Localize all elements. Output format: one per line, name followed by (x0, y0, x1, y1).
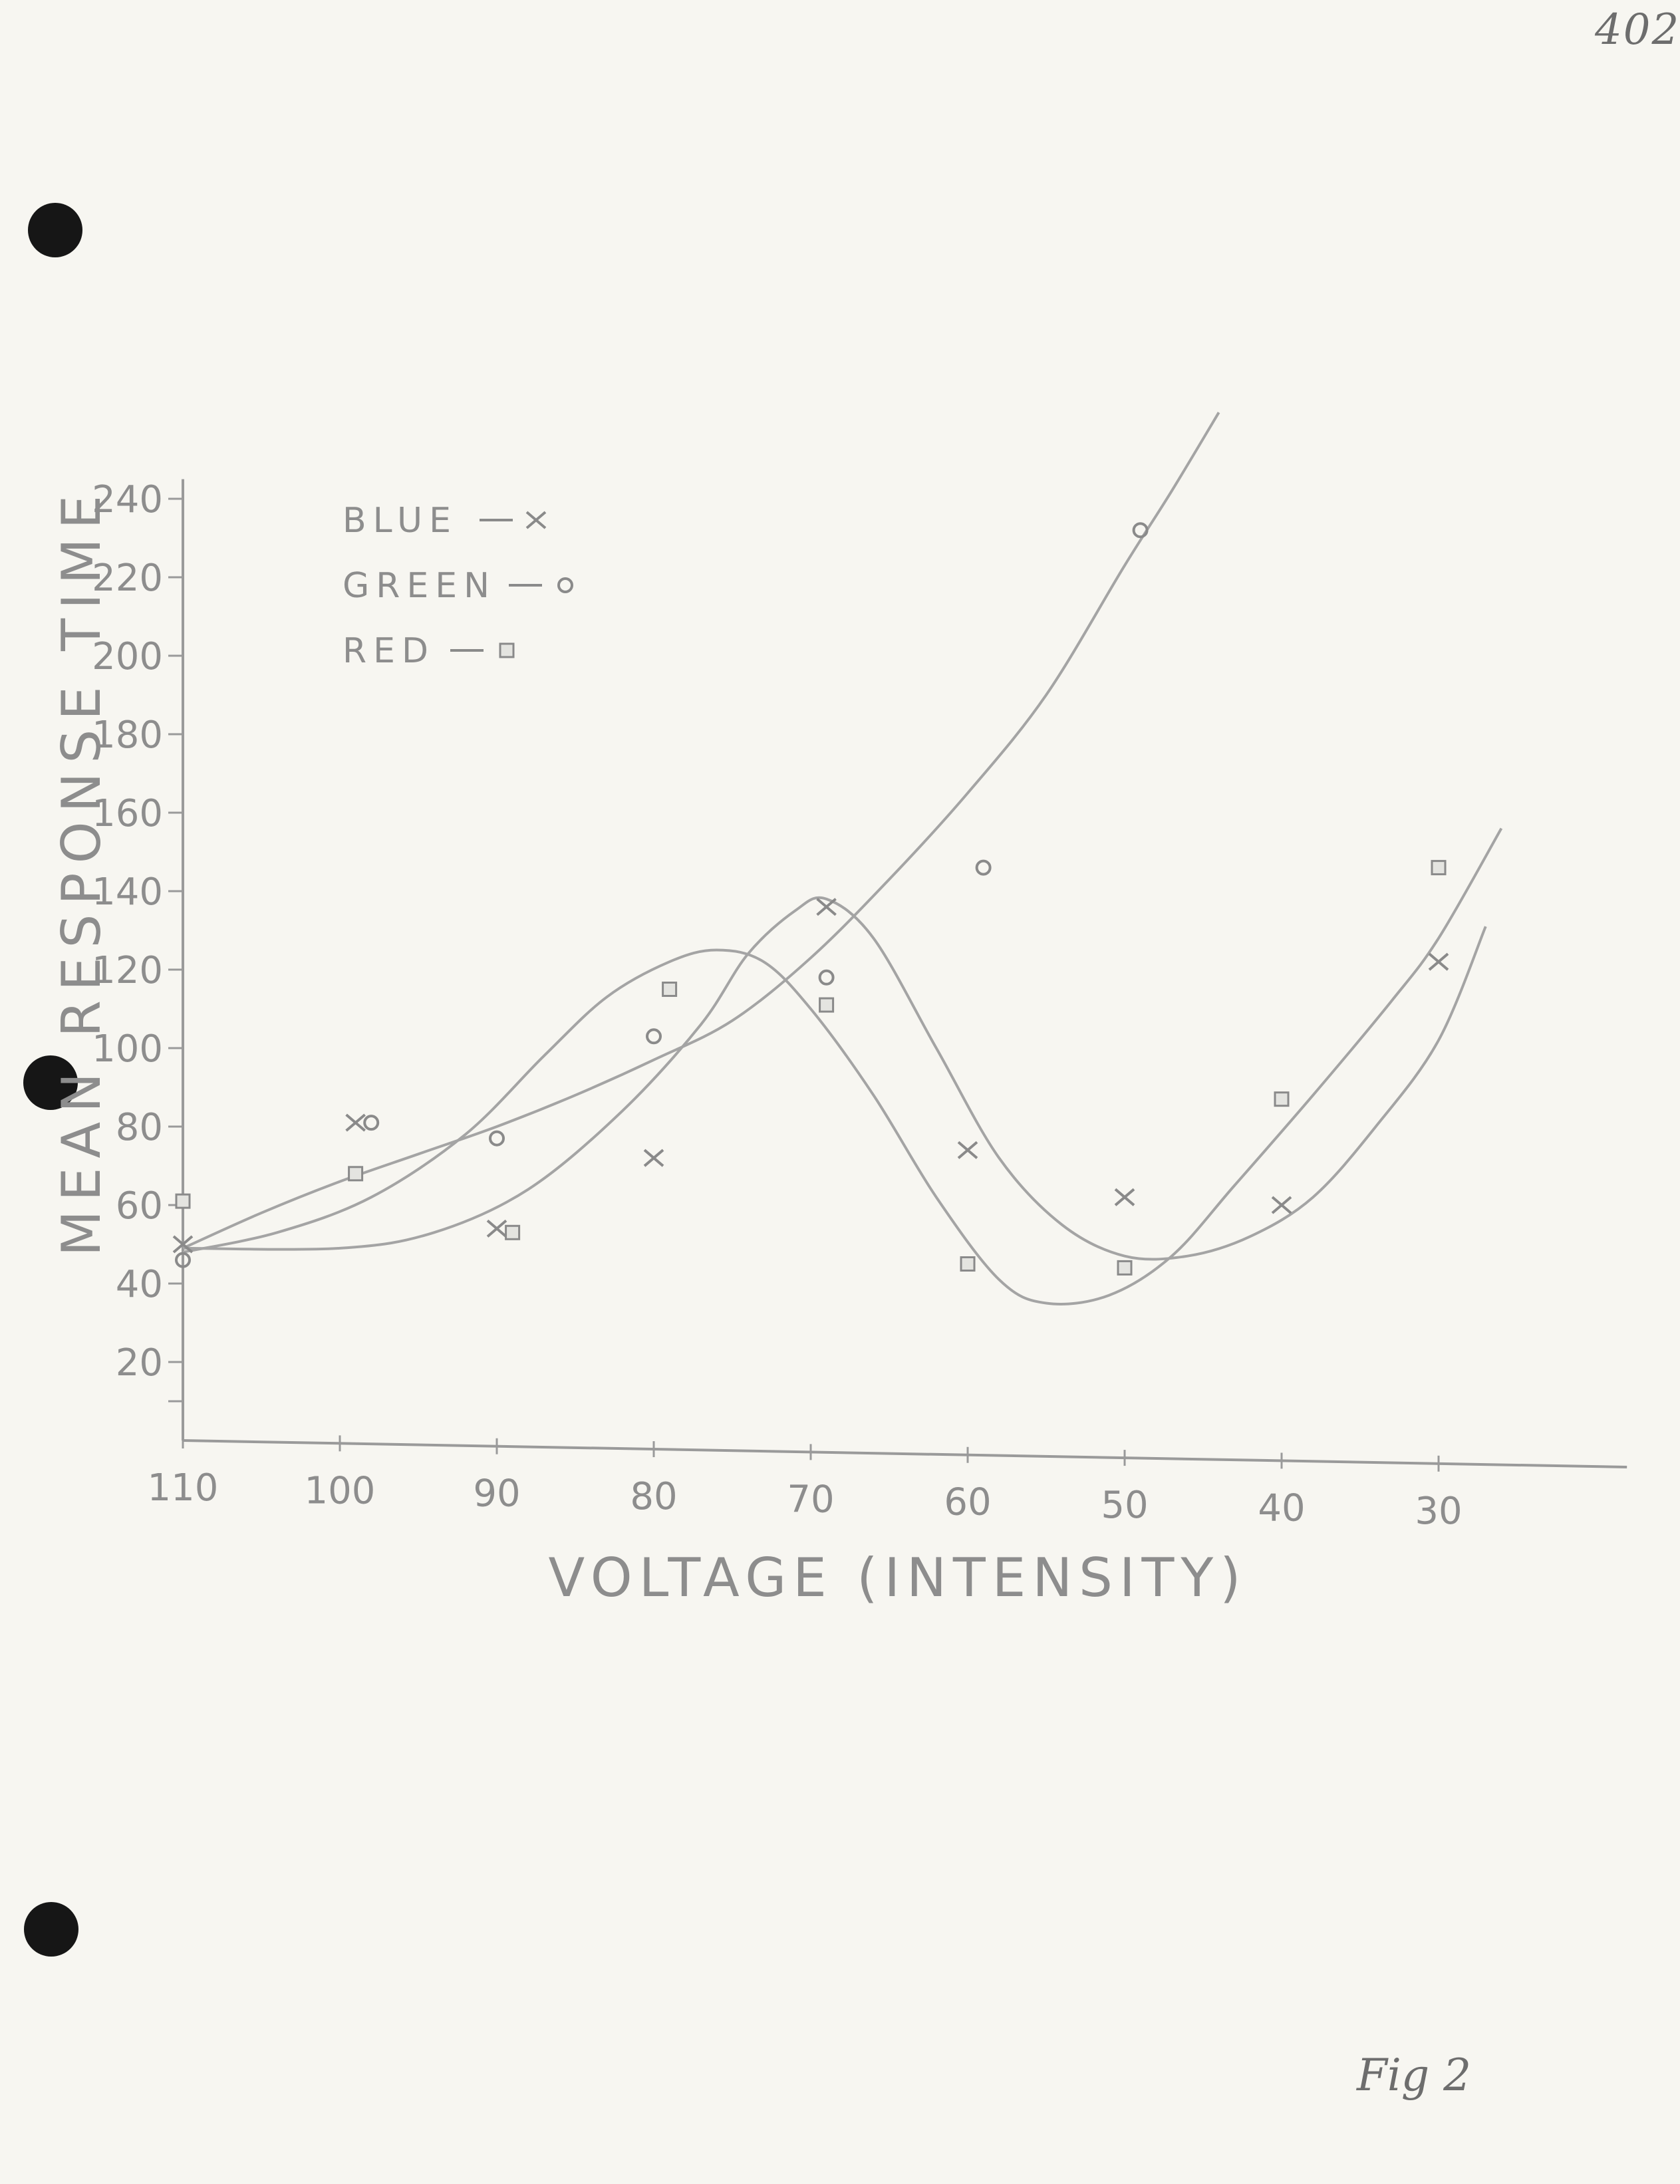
fitted-curves (182, 412, 1503, 1305)
data-point-blue (816, 898, 837, 916)
legend-marker (557, 577, 573, 593)
data-point-red (662, 982, 678, 997)
x-tick-label: 30 (1415, 1490, 1462, 1533)
data-point-blue (1114, 1188, 1135, 1206)
x-tick-label: 40 (1258, 1486, 1305, 1530)
data-point-red (1117, 1260, 1133, 1276)
y-tick-label: 140 (92, 871, 163, 914)
y-tick-label: 240 (92, 478, 163, 521)
y-tick-label: 100 (92, 1027, 163, 1071)
y-tick-label: 40 (116, 1263, 163, 1306)
data-point-red (175, 1193, 191, 1209)
data-point-red (1431, 860, 1447, 876)
data-point-red (348, 1166, 364, 1182)
data-point-blue (1428, 952, 1449, 971)
data-point-green (818, 969, 835, 986)
y-tick-label: 200 (92, 635, 163, 678)
x-axis-label: VOLTAGE (INTENSITY) (548, 1547, 1247, 1609)
curve-green (182, 412, 1220, 1250)
y-tick-label: 80 (116, 1106, 163, 1149)
data-points (172, 522, 1449, 1276)
y-tick-label: 160 (92, 792, 163, 835)
y-axis-label: MEAN RESPONSE TIME (51, 486, 112, 1256)
axes: 20 40 60 80 100 120 140 160 180 200 220 240 110 100 90… (92, 478, 1627, 1533)
page-number: 402 (1595, 5, 1680, 55)
legend-label: BLUE (343, 501, 458, 541)
x-axis-line (182, 1439, 1627, 1468)
y-tick-label: 180 (92, 714, 163, 757)
data-point-blue (345, 1113, 366, 1132)
data-point-blue (486, 1219, 507, 1238)
data-point-blue (643, 1149, 664, 1167)
binder-hole-top (28, 203, 82, 257)
curve-blue (182, 896, 1487, 1261)
data-point-blue (1271, 1196, 1292, 1214)
x-tick-label: 80 (630, 1475, 677, 1518)
figure-label: Fig 2 (1357, 2050, 1472, 2101)
binder-hole-bottom (24, 1902, 78, 1957)
data-point-red (960, 1256, 976, 1272)
binder-hole-middle (23, 1055, 78, 1110)
x-tick-label: 110 (148, 1466, 219, 1510)
data-point-blue (957, 1141, 978, 1159)
data-point-green (489, 1130, 505, 1147)
data-point-red (505, 1224, 521, 1240)
data-point-red (819, 997, 835, 1013)
legend-marker (525, 511, 547, 529)
legend-marker (499, 642, 515, 658)
legend: BLUE GREEN RED (343, 501, 573, 671)
data-point-green (646, 1028, 662, 1045)
legend-label: GREEN (343, 566, 496, 606)
legend-label: RED (343, 631, 435, 671)
x-tick-label: 60 (944, 1481, 991, 1524)
curve-red (182, 827, 1503, 1305)
x-tick-label: 50 (1101, 1484, 1148, 1527)
x-tick-label: 90 (473, 1472, 520, 1516)
data-point-green (1132, 522, 1149, 539)
x-tick-label: 100 (305, 1469, 376, 1512)
y-tick-label: 60 (116, 1184, 163, 1228)
x-tick-label: 70 (787, 1478, 834, 1521)
data-point-red (1274, 1091, 1290, 1107)
y-tick-label: 20 (116, 1341, 163, 1385)
data-point-green (975, 859, 992, 876)
data-point-green (175, 1252, 191, 1268)
data-point-green (363, 1115, 380, 1131)
y-tick-label: 220 (92, 557, 163, 600)
data-point-blue (172, 1235, 194, 1254)
y-tick-label: 120 (92, 949, 163, 992)
